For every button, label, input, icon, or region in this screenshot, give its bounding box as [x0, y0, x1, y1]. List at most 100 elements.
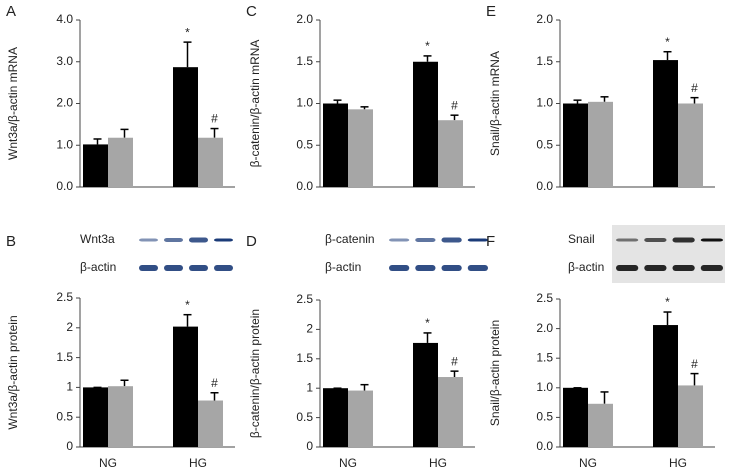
bar: [653, 60, 678, 187]
y-axis-label: Snail/β-actin mRNA: [488, 51, 502, 156]
blot-band: [441, 237, 462, 243]
bar: [588, 403, 613, 447]
y-tick-label: 2.0: [56, 96, 73, 110]
significance-mark: *: [425, 39, 430, 53]
significance-mark: #: [211, 376, 218, 390]
blot-band: [700, 265, 723, 271]
x-tick-label: HG: [429, 456, 447, 470]
bar: [198, 400, 223, 447]
y-tick-label: 2: [66, 320, 73, 334]
blot-band: [164, 238, 183, 242]
y-tick-label: 0.0: [536, 439, 553, 453]
y-tick-label: 2.5: [296, 292, 313, 306]
significance-mark: *: [425, 316, 430, 330]
bar: [563, 103, 588, 187]
bar: [678, 103, 703, 187]
panel-letter: D: [246, 233, 257, 250]
y-tick-label: 0.0: [536, 179, 553, 193]
blot-label: β-actin: [568, 260, 604, 274]
y-tick-label: 1.5: [296, 351, 313, 365]
panel-letter: F: [486, 233, 495, 250]
bar: [108, 137, 133, 187]
x-tick-label: HG: [189, 456, 207, 470]
significance-mark: #: [451, 354, 458, 368]
blot-background: [385, 225, 490, 283]
blot-label: Wnt3a: [80, 232, 115, 246]
y-tick-label: 4.0: [56, 12, 73, 26]
y-tick-label: 1.0: [56, 137, 73, 151]
blot-background: [135, 225, 235, 283]
y-tick-label: 1.0: [536, 96, 553, 110]
bar: [348, 390, 373, 447]
significance-mark: *: [185, 298, 190, 312]
y-tick-label: 0.5: [296, 410, 313, 424]
blot-band: [441, 265, 462, 271]
bar: [83, 387, 108, 447]
bar: [413, 61, 438, 187]
blot-band: [672, 265, 695, 271]
x-tick-label: HG: [669, 456, 687, 470]
bar: [438, 120, 463, 187]
blot-band: [467, 265, 488, 271]
y-tick-label: 1.5: [536, 54, 553, 68]
x-tick-label: NG: [339, 456, 357, 470]
y-axis-label: β-catenin/β-actin mRNA: [248, 40, 262, 168]
y-tick-label: 0.5: [536, 410, 553, 424]
y-tick-label: 1: [66, 380, 73, 394]
y-tick-label: 1.5: [536, 350, 553, 364]
y-tick-label: 2.5: [536, 291, 553, 305]
bar: [678, 385, 703, 447]
blot-band: [616, 265, 639, 271]
blot-band: [139, 238, 158, 242]
significance-mark: #: [691, 81, 698, 95]
blot-label: β-catenin: [325, 232, 375, 246]
blot-band: [389, 265, 410, 271]
bar: [173, 67, 198, 187]
significance-mark: *: [185, 25, 190, 39]
y-tick-label: 1.5: [56, 350, 73, 364]
bar: [173, 326, 198, 447]
blot-label: Snail: [568, 232, 595, 246]
y-tick-label: 2.0: [296, 12, 313, 26]
y-tick-label: 2.0: [536, 12, 553, 26]
bar: [323, 103, 348, 187]
bar: [653, 325, 678, 447]
blot-band: [467, 238, 488, 242]
blot-band: [189, 265, 208, 271]
y-tick-label: 0: [66, 439, 73, 453]
panel-letter: E: [486, 3, 496, 20]
panel-letter: B: [6, 233, 16, 250]
blot-band: [164, 265, 183, 271]
x-tick-label: NG: [99, 456, 117, 470]
blot-band: [214, 265, 233, 271]
significance-mark: *: [665, 35, 670, 49]
blot-band: [700, 238, 723, 242]
y-tick-label: 0.5: [536, 137, 553, 151]
blot-band: [214, 238, 233, 242]
y-tick-label: 0.5: [296, 137, 313, 151]
blot-band: [189, 237, 208, 243]
blot-band: [672, 237, 695, 243]
significance-mark: #: [451, 98, 458, 112]
bar: [413, 342, 438, 447]
panel-letter: C: [246, 3, 257, 20]
significance-mark: #: [211, 112, 218, 126]
y-axis-label: β-catenin/β-actin protein: [248, 309, 262, 438]
significance-mark: #: [691, 357, 698, 371]
bar: [438, 377, 463, 447]
bar: [83, 144, 108, 187]
blot-background: [612, 225, 725, 283]
y-tick-label: 2: [306, 322, 313, 336]
y-tick-label: 1.0: [296, 96, 313, 110]
y-tick-label: 2.5: [56, 290, 73, 304]
bar: [323, 388, 348, 447]
panel-letter: A: [6, 3, 16, 20]
bar: [588, 101, 613, 187]
blot-band: [644, 265, 667, 271]
y-axis-label: Wnt3a/β-actin protein: [6, 315, 20, 429]
y-tick-label: 1.0: [536, 380, 553, 394]
bar: [198, 137, 223, 187]
x-tick-label: NG: [579, 456, 597, 470]
